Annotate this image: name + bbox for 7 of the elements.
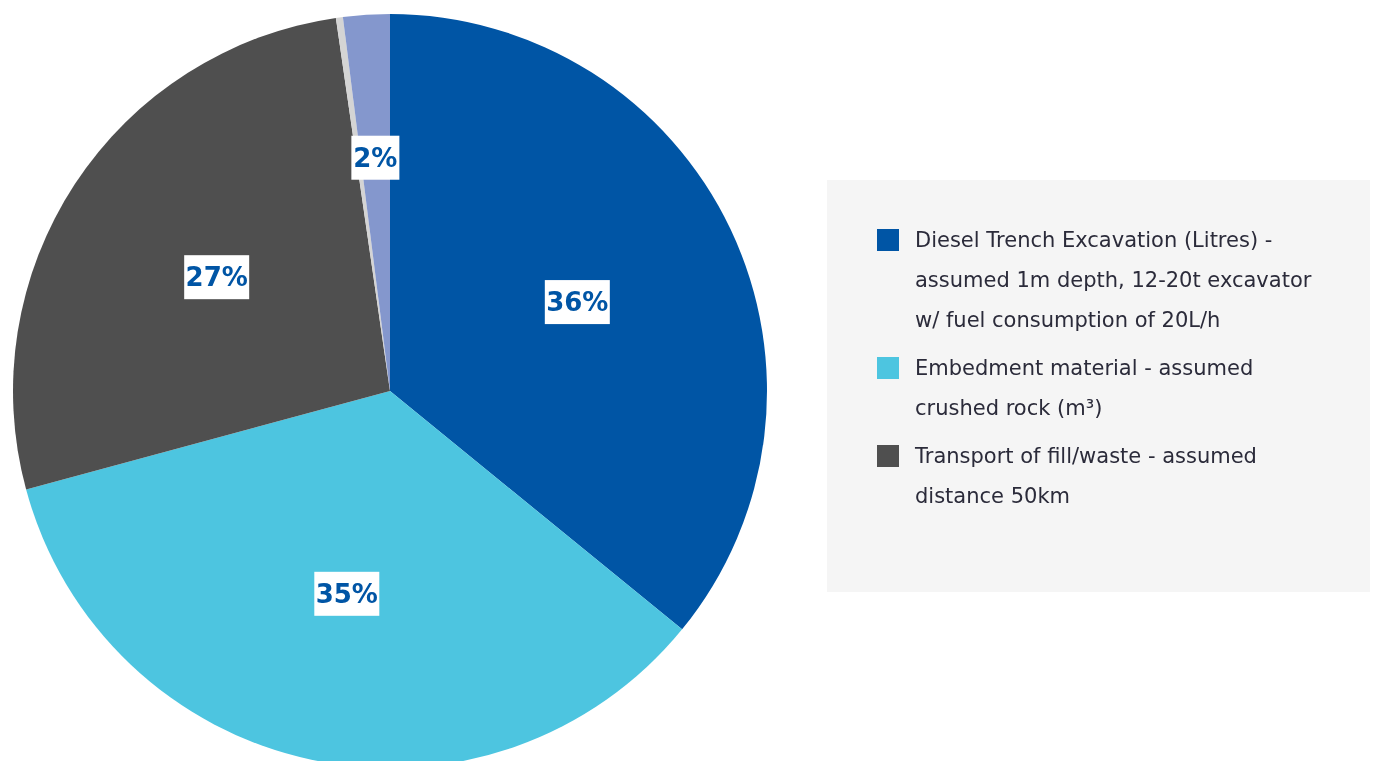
legend-label: Embedment material - assumed crushed rock (m³)	[915, 355, 1255, 422]
data-label: 35%	[315, 578, 378, 609]
data-label: 2%	[353, 142, 398, 173]
legend-label: Diesel Trench Excavation (Litres) - assumed 1m depth, 12-20t excavator w/ fuel consumption of 20L/h	[915, 227, 1313, 334]
data-label: 36%	[546, 287, 609, 318]
legend-label: Transport of fill/waste - assumed distance 50km	[915, 443, 1258, 510]
data-label: 27%	[185, 262, 248, 293]
